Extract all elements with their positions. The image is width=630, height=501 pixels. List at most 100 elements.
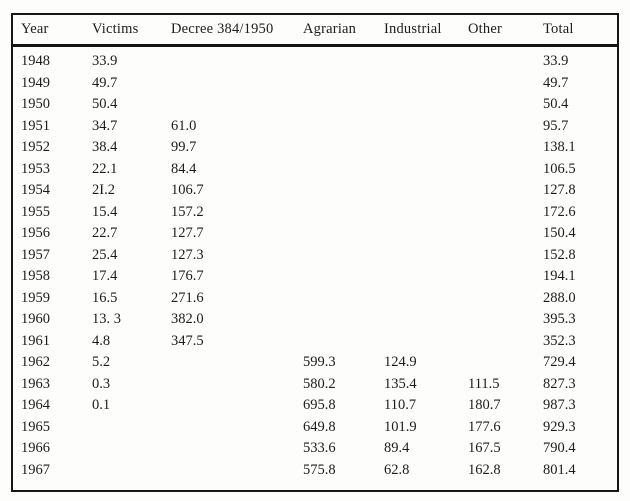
cell-value (460, 331, 535, 353)
cell-value (376, 309, 460, 331)
victims-decree-statistics-table: Year Victims Decree 384/1950 Agrarian Indust… (11, 13, 619, 492)
cell-value: 99.7 (171, 139, 197, 155)
table-header-row: Year Victims Decree 384/1950 Agrarian Indust… (12, 14, 618, 47)
cell-value: 382.0 (171, 311, 204, 327)
cell-value (376, 137, 460, 159)
cell-value (163, 395, 295, 417)
cell-value: 34.7 (92, 117, 118, 134)
table-row: 1967 575.8 62.8 162.8 801.4 (12, 460, 618, 492)
cell-value: 172.6 (543, 203, 576, 220)
cell-value: 38.4 (92, 139, 118, 155)
cell-value (295, 180, 376, 202)
cell-value: 84.4 (171, 160, 197, 177)
table-header: Year Victims Decree 384/1950 Agrarian Indust… (12, 14, 618, 47)
cell-year: 1953 (21, 160, 50, 177)
cell-value: 106.5 (543, 160, 576, 177)
cell-value: 25.4 (92, 246, 118, 263)
cell-year: 1956 (21, 225, 50, 241)
cell-value (295, 159, 376, 181)
cell-value: 13. 3 (92, 311, 121, 327)
cell-value (295, 137, 376, 159)
cell-value: 62.8 (384, 461, 410, 478)
cell-value: 729.4 (543, 354, 576, 370)
cell-value: 50.4 (543, 96, 569, 112)
cell-value: 347.5 (171, 332, 204, 349)
cell-value (460, 180, 535, 202)
table-row: 1950 50.4 50.4 (12, 94, 618, 116)
cell-year: 1948 (21, 53, 50, 69)
cell-year: 1963 (21, 375, 50, 392)
cell-value: 33.9 (92, 53, 118, 69)
cell-value: 2I.2 (92, 182, 115, 198)
cell-year: 1967 (21, 461, 50, 478)
cell-value (376, 159, 460, 181)
cell-year: 1964 (21, 397, 50, 413)
cell-value: 987.3 (543, 397, 576, 413)
cell-year: 1961 (21, 332, 50, 349)
cell-value: 17.4 (92, 268, 118, 284)
cell-value (460, 352, 535, 374)
cell-value (295, 331, 376, 353)
cell-value (460, 73, 535, 95)
cell-value: 352.3 (543, 332, 576, 349)
cell-value (460, 94, 535, 116)
column-header-other: Other (460, 14, 535, 47)
cell-value (376, 116, 460, 138)
cell-value: 61.0 (171, 117, 197, 134)
cell-year: 1965 (21, 418, 50, 435)
column-header-victims: Victims (84, 14, 163, 47)
cell-value: 50.4 (92, 96, 118, 112)
cell-value: 801.4 (543, 461, 576, 478)
cell-value (376, 202, 460, 224)
cell-value: 533.6 (303, 440, 336, 456)
cell-value (295, 223, 376, 245)
cell-value (295, 116, 376, 138)
cell-year: 1955 (21, 203, 50, 220)
cell-value (376, 94, 460, 116)
column-header-total: Total (535, 14, 618, 47)
cell-value (163, 73, 295, 95)
cell-value (376, 288, 460, 310)
cell-year: 1966 (21, 440, 50, 456)
cell-value: 95.7 (543, 117, 569, 134)
cell-value: 0.3 (92, 375, 111, 392)
cell-value: 695.8 (303, 397, 336, 413)
cell-value: 22.1 (92, 160, 118, 177)
cell-value (295, 94, 376, 116)
cell-value: 16.5 (92, 289, 118, 306)
table-row: 1957 25.4 127.3 152.8 (12, 245, 618, 267)
table-row: 1953 22.1 84.4 106.5 (12, 159, 618, 181)
cell-year: 1949 (21, 74, 50, 91)
cell-value: 89.4 (384, 440, 410, 456)
cell-value (460, 137, 535, 159)
cell-value: 929.3 (543, 418, 576, 435)
cell-value (163, 417, 295, 439)
cell-value: 176.7 (171, 268, 204, 284)
cell-value: 22.7 (92, 225, 118, 241)
cell-value (295, 266, 376, 288)
table-row: 1958 17.4 176.7 194.1 (12, 266, 618, 288)
column-header-year: Year (12, 14, 84, 47)
cell-value (376, 266, 460, 288)
cell-value: 135.4 (384, 375, 417, 392)
cell-value (460, 288, 535, 310)
cell-year: 1950 (21, 96, 50, 112)
table-row: 1966 533.6 89.4 167.5 790.4 (12, 438, 618, 460)
cell-value (460, 116, 535, 138)
cell-value: 194.1 (543, 268, 576, 284)
cell-value: 33.9 (543, 53, 569, 69)
cell-value: 167.5 (468, 440, 501, 456)
cell-value: 138.1 (543, 139, 576, 155)
table-row: 1949 49.7 49.7 (12, 73, 618, 95)
cell-value (460, 245, 535, 267)
cell-value: 395.3 (543, 311, 576, 327)
cell-value: 649.8 (303, 418, 336, 435)
cell-value: 106.7 (171, 182, 204, 198)
cell-value (460, 309, 535, 331)
cell-value: 0.1 (92, 397, 111, 413)
table-row: 1952 38.4 99.7 138.1 (12, 137, 618, 159)
cell-value (376, 245, 460, 267)
cell-value (460, 202, 535, 224)
column-header-decree-384-1950: Decree 384/1950 (163, 14, 295, 47)
cell-value (295, 202, 376, 224)
